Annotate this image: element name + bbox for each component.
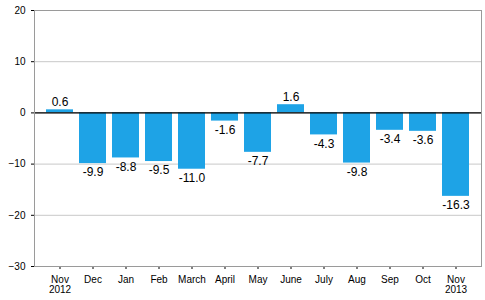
- svg-text:-4.3: -4.3: [314, 137, 335, 151]
- svg-text:-11.0: -11.0: [179, 171, 206, 185]
- svg-text:Jan: Jan: [118, 274, 134, 285]
- svg-text:Sep: Sep: [381, 274, 399, 285]
- svg-text:Nov2012: Nov2012: [49, 274, 72, 295]
- svg-text:−20: −20: [9, 210, 26, 221]
- svg-text:May: May: [249, 274, 268, 285]
- svg-text:20: 20: [14, 5, 26, 16]
- svg-text:-9.8: -9.8: [347, 165, 368, 179]
- svg-text:-9.5: -9.5: [149, 163, 170, 177]
- svg-text:0.6: 0.6: [52, 95, 69, 109]
- svg-text:Aug: Aug: [348, 274, 366, 285]
- svg-text:July: July: [315, 274, 333, 285]
- svg-text:-8.8: -8.8: [116, 160, 137, 174]
- svg-text:April: April: [215, 274, 235, 285]
- svg-text:-1.6: -1.6: [215, 123, 236, 137]
- svg-text:-7.7: -7.7: [248, 154, 269, 168]
- svg-text:-16.3: -16.3: [442, 198, 470, 212]
- svg-text:Dec: Dec: [84, 274, 102, 285]
- svg-text:Oct: Oct: [415, 274, 431, 285]
- svg-text:Feb: Feb: [150, 274, 168, 285]
- svg-text:June: June: [280, 274, 302, 285]
- svg-text:1.6: 1.6: [283, 90, 300, 104]
- svg-text:-9.9: -9.9: [83, 165, 104, 179]
- svg-text:March: March: [178, 274, 206, 285]
- svg-text:-3.4: -3.4: [380, 132, 401, 146]
- svg-text:10: 10: [14, 56, 26, 67]
- svg-text:0: 0: [20, 107, 26, 118]
- svg-text:-3.6: -3.6: [413, 133, 434, 147]
- svg-text:Nov2013: Nov2013: [445, 274, 468, 295]
- svg-text:−30: −30: [9, 261, 26, 272]
- svg-text:−10: −10: [9, 158, 26, 169]
